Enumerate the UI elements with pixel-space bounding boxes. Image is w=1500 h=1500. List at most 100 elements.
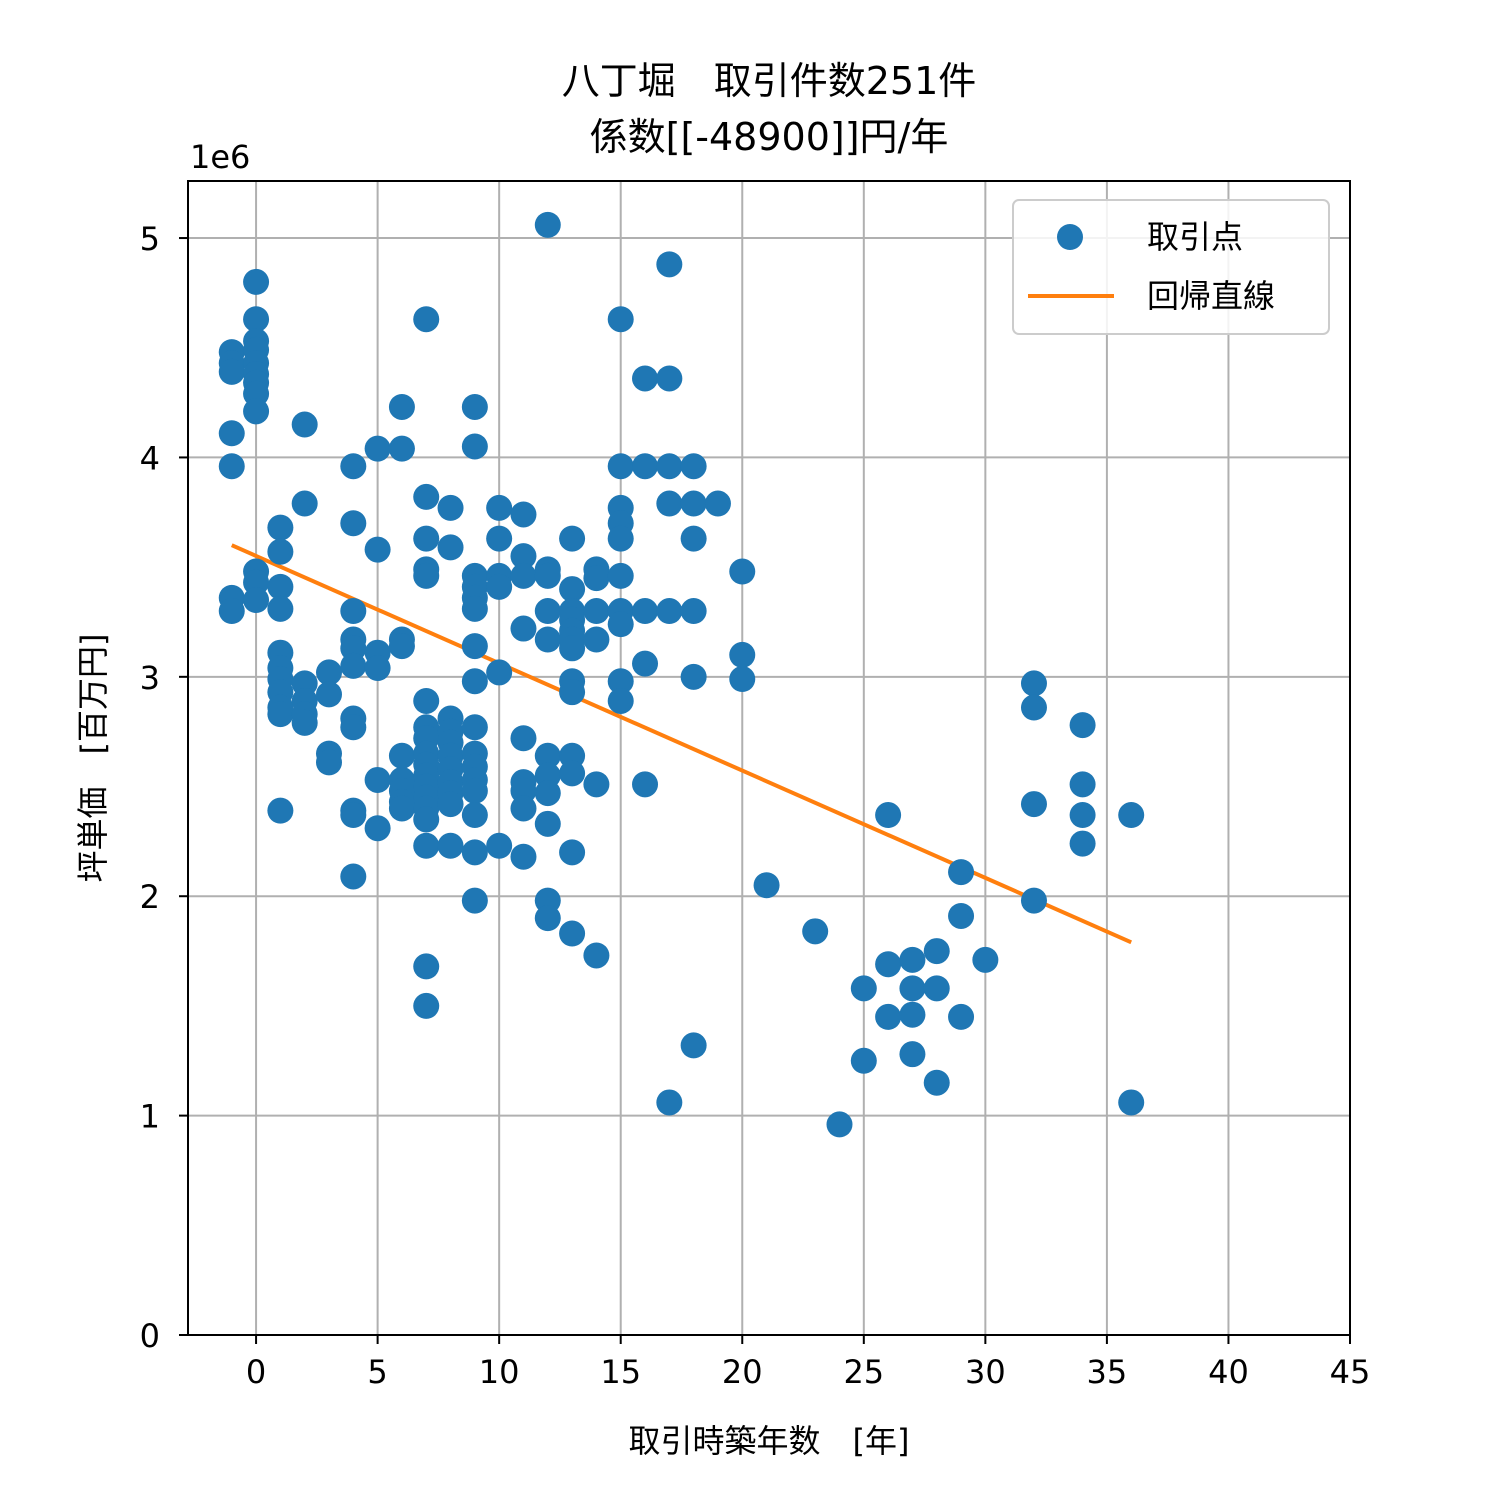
data-point xyxy=(583,942,610,969)
data-point xyxy=(461,633,488,660)
data-point xyxy=(461,668,488,695)
data-point xyxy=(923,1069,950,1096)
data-point xyxy=(1020,694,1047,721)
data-point xyxy=(267,701,294,728)
plot-frame xyxy=(187,180,1351,1336)
data-point xyxy=(704,490,731,517)
data-point xyxy=(607,668,634,695)
data-point xyxy=(729,666,756,693)
data-point xyxy=(948,902,975,929)
data-point xyxy=(534,780,561,807)
data-point xyxy=(875,1003,902,1030)
y-axis-label: 坪単価 [百万円] xyxy=(74,634,112,883)
data-point xyxy=(461,393,488,420)
y-tick-label: 3 xyxy=(140,659,160,697)
data-point xyxy=(559,525,586,552)
y-tick-label: 1 xyxy=(140,1098,160,1136)
data-point xyxy=(632,453,659,480)
data-point xyxy=(656,1089,683,1116)
data-point xyxy=(850,1047,877,1074)
chart-title-line-2: 係数[[-48900]]円/年 xyxy=(590,115,949,159)
data-point xyxy=(413,992,440,1019)
data-point xyxy=(340,802,367,829)
data-point xyxy=(534,598,561,625)
data-point xyxy=(1069,802,1096,829)
data-point xyxy=(972,946,999,973)
data-point xyxy=(875,951,902,978)
data-point xyxy=(340,510,367,537)
data-point xyxy=(559,920,586,947)
data-point xyxy=(559,576,586,603)
data-point xyxy=(948,1003,975,1030)
data-point xyxy=(607,611,634,638)
data-point xyxy=(680,490,707,517)
regression-line-layer xyxy=(230,543,1133,945)
data-point xyxy=(486,832,513,859)
data-point xyxy=(632,365,659,392)
data-point xyxy=(461,433,488,460)
chart-title-line-1: 八丁堀 取引件数251件 xyxy=(562,59,977,103)
data-point xyxy=(243,306,270,333)
data-point xyxy=(923,975,950,1002)
y-tick-label: 0 xyxy=(140,1317,160,1355)
data-point xyxy=(364,435,391,462)
data-point xyxy=(388,633,415,660)
data-point xyxy=(899,975,926,1002)
data-point xyxy=(461,595,488,622)
x-tick-label: 30 xyxy=(965,1353,1006,1391)
legend-marker-points xyxy=(1057,224,1083,250)
legend-label-points: 取引点 xyxy=(1147,218,1243,256)
legend: 取引点 回帰直線 xyxy=(1012,199,1330,335)
data-point xyxy=(753,872,780,899)
data-point xyxy=(1020,887,1047,914)
data-point xyxy=(1069,712,1096,739)
data-point xyxy=(534,562,561,589)
data-point xyxy=(315,681,342,708)
data-point xyxy=(607,525,634,552)
data-point xyxy=(461,777,488,804)
data-point xyxy=(583,565,610,592)
data-point xyxy=(413,525,440,552)
data-point xyxy=(850,975,877,1002)
data-point xyxy=(1020,670,1047,697)
y-offset-label: 1e6 xyxy=(190,138,250,176)
data-point xyxy=(899,1041,926,1068)
data-point xyxy=(218,453,245,480)
data-point xyxy=(364,655,391,682)
data-point xyxy=(218,598,245,625)
data-point xyxy=(680,663,707,690)
data-point xyxy=(218,420,245,447)
data-point xyxy=(510,795,537,822)
data-point xyxy=(486,659,513,686)
data-point xyxy=(267,514,294,541)
data-point xyxy=(899,1001,926,1028)
data-point xyxy=(461,839,488,866)
data-point xyxy=(413,306,440,333)
data-point xyxy=(559,839,586,866)
data-point xyxy=(243,587,270,614)
data-point xyxy=(315,659,342,686)
data-point xyxy=(413,687,440,714)
data-point xyxy=(534,810,561,837)
data-point xyxy=(559,760,586,787)
data-point xyxy=(388,742,415,769)
data-point xyxy=(510,562,537,589)
data-point xyxy=(291,709,318,736)
data-point xyxy=(680,453,707,480)
data-point xyxy=(656,598,683,625)
data-point xyxy=(632,650,659,677)
data-point xyxy=(413,806,440,833)
data-point xyxy=(656,251,683,278)
data-point xyxy=(680,1032,707,1059)
legend-box xyxy=(1012,199,1330,335)
data-point xyxy=(486,494,513,521)
data-point xyxy=(340,598,367,625)
y-tick-label: 2 xyxy=(140,878,160,916)
data-point xyxy=(1118,1089,1145,1116)
data-point xyxy=(437,534,464,561)
data-point xyxy=(364,766,391,793)
data-point xyxy=(267,573,294,600)
data-point xyxy=(948,859,975,886)
data-point xyxy=(1069,830,1096,857)
